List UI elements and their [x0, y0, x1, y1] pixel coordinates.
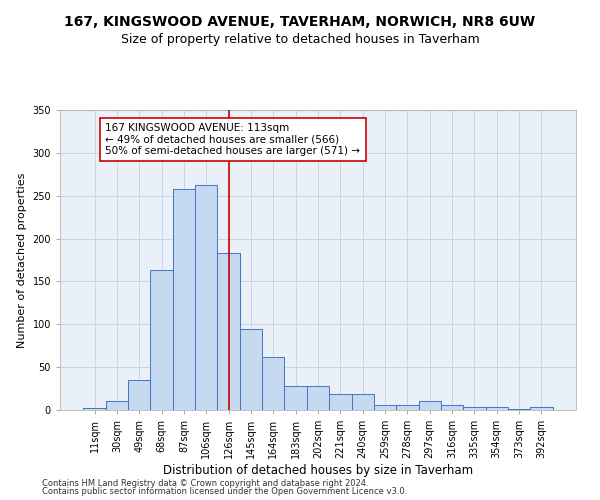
- Text: 167, KINGSWOOD AVENUE, TAVERHAM, NORWICH, NR8 6UW: 167, KINGSWOOD AVENUE, TAVERHAM, NORWICH…: [64, 15, 536, 29]
- Bar: [419, 402, 441, 410]
- Text: 167 KINGSWOOD AVENUE: 113sqm
← 49% of detached houses are smaller (566)
50% of s: 167 KINGSWOOD AVENUE: 113sqm ← 49% of de…: [106, 123, 361, 156]
- Bar: [441, 405, 463, 410]
- Bar: [485, 406, 508, 410]
- Bar: [151, 270, 173, 410]
- Text: Contains HM Land Registry data © Crown copyright and database right 2024.: Contains HM Land Registry data © Crown c…: [42, 478, 368, 488]
- Text: Contains public sector information licensed under the Open Government Licence v3: Contains public sector information licen…: [42, 487, 407, 496]
- Bar: [374, 405, 396, 410]
- Bar: [307, 386, 329, 410]
- Bar: [396, 405, 419, 410]
- Bar: [463, 406, 485, 410]
- Bar: [284, 386, 307, 410]
- Bar: [173, 189, 195, 410]
- Bar: [106, 402, 128, 410]
- Y-axis label: Number of detached properties: Number of detached properties: [17, 172, 27, 348]
- Bar: [217, 253, 240, 410]
- Bar: [240, 328, 262, 410]
- Bar: [329, 394, 352, 410]
- Bar: [352, 394, 374, 410]
- Text: Size of property relative to detached houses in Taverham: Size of property relative to detached ho…: [121, 32, 479, 46]
- Bar: [508, 409, 530, 410]
- Bar: [530, 408, 553, 410]
- X-axis label: Distribution of detached houses by size in Taverham: Distribution of detached houses by size …: [163, 464, 473, 477]
- Bar: [262, 357, 284, 410]
- Bar: [195, 186, 217, 410]
- Bar: [128, 380, 151, 410]
- Bar: [83, 408, 106, 410]
